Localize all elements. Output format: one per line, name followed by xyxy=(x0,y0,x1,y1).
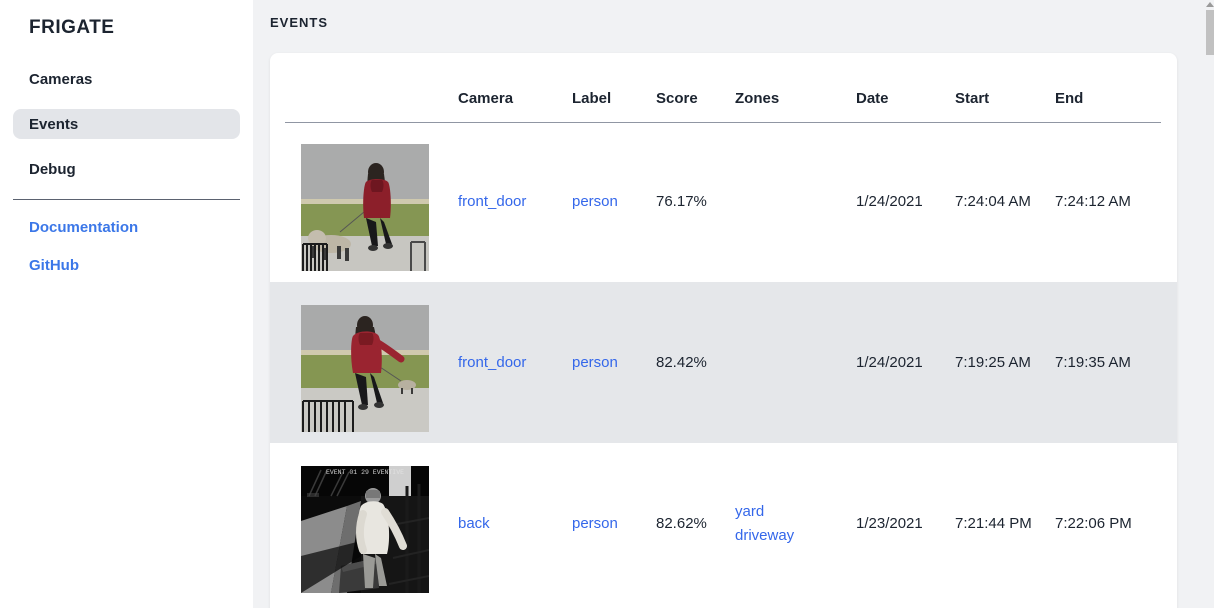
svg-text:EVENT 01 29 EVENTIVE: EVENT 01 29 EVENTIVE xyxy=(326,469,404,476)
